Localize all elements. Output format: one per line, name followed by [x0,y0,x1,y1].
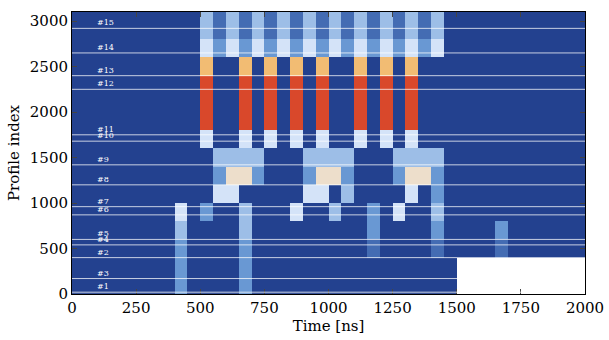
svg-text:750: 750 [250,299,279,317]
svg-text:3000: 3000 [30,12,68,30]
svg-text:#8: #8 [97,175,109,184]
svg-text:2000: 2000 [30,103,68,121]
svg-text:#2: #2 [97,248,109,257]
svg-text:#10: #10 [97,131,114,140]
svg-text:#14: #14 [97,43,114,52]
svg-text:#4: #4 [97,235,109,244]
svg-text:500: 500 [39,240,68,258]
svg-text:1500: 1500 [438,299,476,317]
svg-text:250: 250 [122,299,151,317]
svg-text:#13: #13 [97,66,114,75]
svg-text:1000: 1000 [309,299,347,317]
svg-text:500: 500 [186,299,215,317]
svg-text:#11: #11 [97,125,114,134]
svg-text:#1: #1 [97,282,109,291]
svg-text:1250: 1250 [374,299,412,317]
svg-text:1500: 1500 [30,149,68,167]
svg-text:1750: 1750 [502,299,540,317]
svg-text:Time [ns]: Time [ns] [293,317,365,335]
svg-text:Profile index: Profile index [5,104,23,201]
svg-text:#3: #3 [97,269,109,278]
svg-text:#12: #12 [97,79,114,88]
svg-text:#7: #7 [97,197,109,206]
svg-text:0: 0 [58,285,68,303]
svg-text:2000: 2000 [566,299,604,317]
svg-text:#15: #15 [97,18,114,27]
svg-text:2500: 2500 [30,58,68,76]
svg-text:0: 0 [67,299,77,317]
svg-text:#5: #5 [97,229,109,238]
svg-text:1000: 1000 [30,194,68,212]
svg-text:#9: #9 [97,155,109,164]
svg-text:#6: #6 [97,205,109,214]
